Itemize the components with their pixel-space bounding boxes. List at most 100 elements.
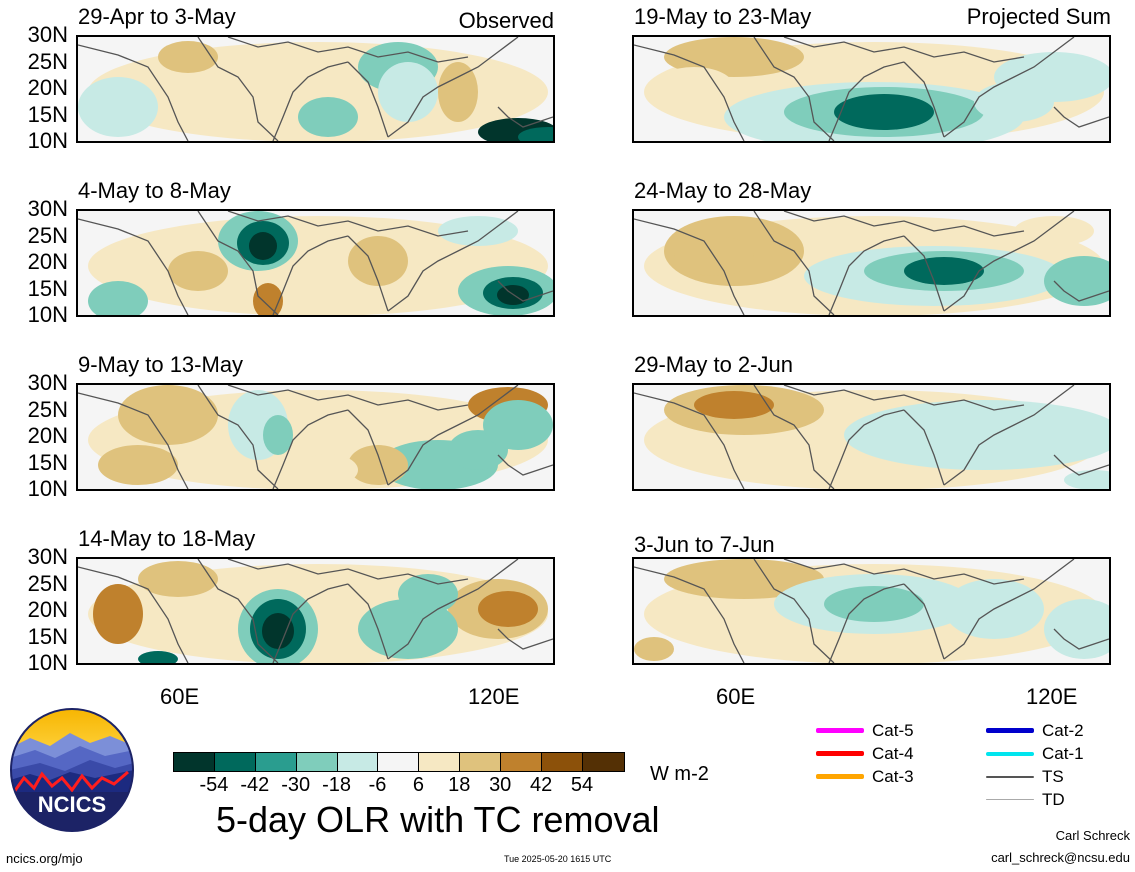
- olr-map: [632, 35, 1111, 143]
- legend-line: [816, 728, 864, 733]
- legend-item: TD: [986, 791, 1065, 808]
- colorbar-label: 18: [448, 774, 471, 796]
- olr-anomaly-region: [378, 62, 438, 122]
- legend-label: Cat-1: [1042, 744, 1084, 763]
- coastline: [347, 583, 389, 660]
- legend-item: Cat-5: [816, 722, 914, 739]
- colorbar-swatch: [255, 753, 297, 771]
- coastline: [903, 61, 945, 138]
- coastline: [943, 385, 1075, 486]
- olr-anomaly-region: [298, 454, 358, 486]
- colorbar-label: -6: [368, 774, 387, 796]
- colorbar-swatch: [378, 753, 420, 771]
- main-title: 5-day OLR with TC removal: [216, 799, 660, 840]
- y-tick: 10N: [27, 302, 68, 327]
- olr-anomaly-region: [478, 591, 538, 627]
- coastline: [828, 583, 905, 663]
- legend-item: TS: [986, 768, 1064, 785]
- legend-label: TD: [1042, 790, 1065, 809]
- coastline: [753, 211, 835, 315]
- coastline: [1053, 106, 1109, 128]
- panel-title: 29-Apr to 3-May: [78, 4, 236, 29]
- coastline: [903, 583, 945, 660]
- x-tick: 60E: [716, 684, 756, 709]
- y-tick: 25N: [27, 48, 68, 74]
- olr-anomaly-region: [744, 445, 864, 485]
- colorbar-swatch: [419, 753, 461, 771]
- coastline: [197, 211, 279, 315]
- colorbar-swatch: [214, 753, 256, 771]
- olr-map: [76, 557, 555, 665]
- y-tick: 15N: [27, 275, 68, 301]
- olr-anomaly-region: [438, 216, 518, 246]
- y-tick: 10N: [27, 476, 68, 501]
- legend-item: Cat-3: [816, 768, 914, 785]
- y-tick: 30N: [27, 370, 68, 395]
- olr-anomaly-region: [348, 445, 408, 485]
- legend-line: [986, 728, 1034, 733]
- olr-map: [632, 383, 1111, 491]
- olr-anomaly-region: [834, 94, 934, 130]
- y-tick: 10N: [27, 128, 68, 153]
- olr-anomaly-region: [904, 257, 984, 285]
- legend-label: Cat-5: [872, 721, 914, 740]
- coastline: [828, 235, 905, 315]
- author-email: carl_schreck@ncsu.edu: [991, 850, 1130, 865]
- author-name: Carl Schreck: [1055, 828, 1130, 843]
- colorbar-swatch: [582, 753, 624, 771]
- coastline: [943, 211, 1075, 312]
- y-tick: 20N: [27, 423, 68, 448]
- y-tick: 20N: [27, 249, 68, 274]
- x-tick: 60E: [160, 684, 200, 709]
- footer-timestamp: Tue 2025-05-20 1615 UTC: [504, 854, 612, 864]
- olr-anomaly-region: [1064, 470, 1109, 489]
- coastline: [387, 385, 519, 486]
- coastline: [634, 566, 745, 663]
- coastline: [497, 106, 553, 128]
- coastline: [753, 559, 835, 663]
- coastline: [634, 44, 745, 141]
- panel-title: 4-May to 8-May: [78, 178, 231, 203]
- x-tick: 120E: [468, 684, 520, 709]
- panel-title: 9-May to 13-May: [78, 352, 244, 377]
- olr-anomaly-region: [634, 637, 674, 661]
- coastline: [227, 385, 469, 411]
- legend-label: Cat-2: [1042, 721, 1084, 740]
- legend-label: Cat-4: [872, 744, 914, 763]
- y-tick: 25N: [27, 222, 68, 248]
- coastline: [497, 280, 553, 302]
- coastline: [903, 409, 945, 486]
- olr-anomaly-region: [348, 236, 408, 286]
- colorbar-swatch: [542, 753, 583, 771]
- olr-anomaly-region: [249, 232, 277, 260]
- y-tick: 30N: [27, 196, 68, 221]
- coastline: [387, 211, 519, 312]
- legend-label: TS: [1042, 767, 1064, 786]
- olr-anomaly-region: [664, 37, 804, 77]
- olr-anomaly-region: [138, 561, 218, 597]
- coastline: [227, 37, 469, 63]
- olr-anomaly-region: [188, 72, 268, 122]
- coastline: [78, 392, 189, 489]
- colorbar-label: -54: [199, 774, 229, 796]
- legend-line: [986, 775, 1034, 778]
- olr-anomaly-region: [118, 385, 218, 445]
- coastline: [78, 44, 189, 141]
- olr-anomaly-region: [694, 391, 774, 419]
- legend-line: [986, 799, 1034, 800]
- colorbar-label: 42: [529, 774, 553, 796]
- coastline: [1053, 454, 1109, 476]
- coastline: [347, 61, 389, 138]
- x-tick: 120E: [1026, 684, 1078, 709]
- colorbar-swatch: [460, 753, 502, 771]
- projected-label: Projected Sum: [966, 4, 1111, 29]
- coastline: [1053, 280, 1109, 302]
- y-tick: 30N: [27, 22, 68, 47]
- olr-anomaly-region: [98, 445, 178, 485]
- colorbar-label: 54: [570, 774, 594, 796]
- panel-title: 14-May to 18-May: [78, 526, 256, 551]
- footer-url: ncics.org/mjo: [6, 851, 83, 866]
- legend-label: Cat-3: [872, 767, 914, 786]
- olr-anomaly-region: [158, 41, 218, 73]
- coastline: [347, 235, 389, 312]
